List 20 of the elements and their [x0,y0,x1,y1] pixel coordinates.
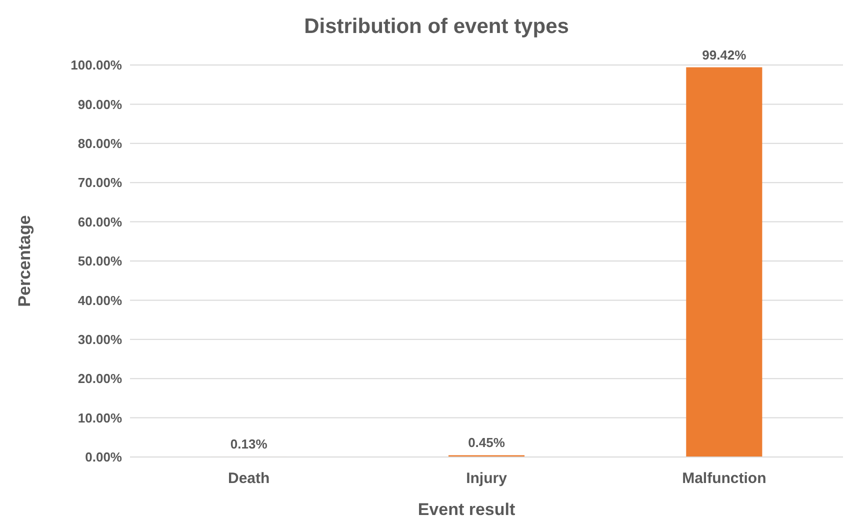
data-label: 0.45% [468,435,506,450]
y-tick-label: 70.00% [78,175,122,190]
y-tick-label: 50.00% [78,254,122,269]
x-axis-title: Event result [418,500,516,519]
y-tick-label: 30.00% [78,332,122,347]
y-tick-label: 20.00% [78,371,122,386]
y-tick-label: 10.00% [78,410,122,426]
y-tick-label: 90.00% [78,96,122,112]
y-tick-label: 40.00% [78,292,122,308]
y-tick-label: 60.00% [78,214,122,230]
y-tick-label: 0.00% [85,450,122,465]
data-label: 0.13% [230,436,268,452]
x-tick-label: Injury [466,470,508,487]
chart-title: Distribution of event types [304,15,569,38]
y-tick-label: 80.00% [78,136,122,151]
y-axis-title: Percentage [15,215,34,307]
x-tick-label: Death [228,470,270,487]
y-tick-label: 100.00% [70,58,122,73]
data-label: 99.42% [702,47,747,62]
x-tick-label: Malfunction [682,470,766,487]
